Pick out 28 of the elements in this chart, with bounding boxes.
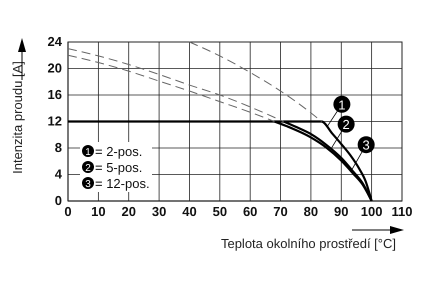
- x-tick-label: 60: [242, 204, 258, 220]
- x-tick-label: 30: [152, 204, 166, 220]
- x-tick-label: 80: [304, 204, 318, 220]
- legend-label: = 2-pos.: [95, 144, 142, 159]
- text: 3: [85, 179, 91, 190]
- x-tick-label: 100: [360, 204, 382, 220]
- text: 2: [85, 163, 91, 174]
- x-tick-label: 70: [273, 204, 288, 220]
- annotation: 1: [338, 97, 346, 112]
- y-tick-label: 4: [54, 166, 63, 182]
- text: 1: [85, 147, 91, 158]
- x-tick-label: 50: [212, 204, 228, 220]
- x-axis-title: Teplota okolního prostředí [°C]: [220, 236, 396, 251]
- x-tick-label: 110: [392, 204, 412, 220]
- y-tick-label: 12: [48, 114, 62, 129]
- y-tick-label: 24: [48, 34, 63, 50]
- x-tick-label: 40: [182, 204, 197, 220]
- annotation: 3: [362, 138, 370, 153]
- y-tick-label: 16: [48, 87, 62, 102]
- x-tick-label: 20: [121, 204, 136, 220]
- y-tick-label: 20: [48, 60, 62, 76]
- annotation: 2: [342, 117, 350, 132]
- legend-label: = 12-pos.: [95, 176, 150, 191]
- x-tick-label: 90: [334, 204, 349, 220]
- y-tick-label: 8: [54, 140, 62, 156]
- x-tick-label: 10: [91, 204, 106, 220]
- legend-label: = 5-pos.: [95, 160, 142, 175]
- y-tick-label: 0: [54, 193, 62, 208]
